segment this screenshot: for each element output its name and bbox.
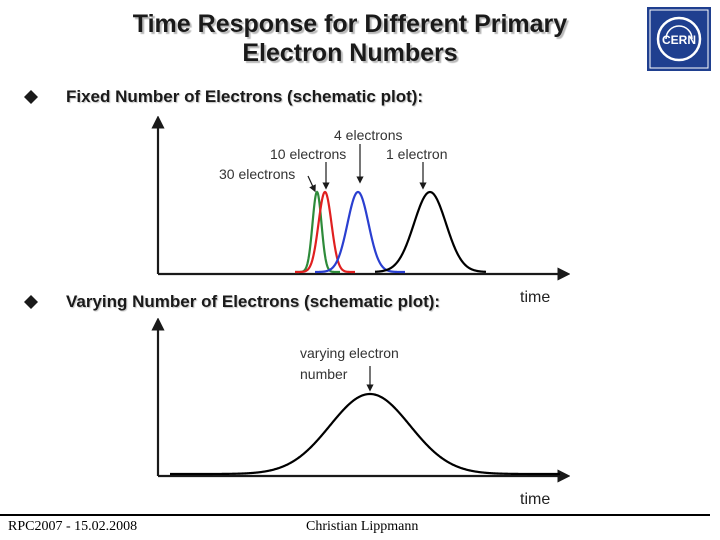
series-curve-varying — [170, 392, 560, 476]
series-curve-1-electron — [374, 190, 487, 273]
arrow-30-electrons — [307, 175, 316, 193]
x-axis-label: time — [520, 289, 550, 306]
series-curve-10-electrons — [295, 190, 355, 274]
cern-logo: CERN — [647, 7, 711, 71]
annotation-10-electrons: 10 electrons — [270, 146, 346, 162]
annotation-varying-line-2: number — [300, 366, 348, 382]
slide-title-line-1: Time Response for Different Primary — [132, 10, 568, 38]
cern-logo-ring — [656, 16, 702, 62]
diamond-bullet-icon — [24, 295, 38, 309]
varying-electrons-plot: varying electron number time — [151, 318, 570, 508]
annotation-varying-line-1: varying electron — [300, 345, 399, 361]
slide-title-line-2: Electron Numbers — [242, 39, 458, 67]
footer-date: RPC2007 - 15.02.2008 — [8, 519, 138, 534]
cern-logo-text: CERN — [662, 33, 696, 47]
cern-logo-arc — [665, 25, 693, 40]
footer-author: Christian Lippmann — [306, 519, 419, 534]
bullet-varying-text: Varying Number of Electrons (schematic p… — [66, 292, 441, 311]
footer-divider — [0, 514, 710, 516]
bullet-fixed-text: Fixed Number of Electrons (schematic plo… — [66, 87, 424, 106]
x-axis-label: time — [520, 491, 550, 508]
annotation-30-electrons: 30 electrons — [219, 166, 295, 182]
cern-logo-frame — [649, 9, 709, 69]
annotation-4-electrons: 4 electrons — [334, 127, 402, 143]
series-curve-4-electrons — [315, 190, 405, 274]
diamond-bullet-icon — [24, 90, 38, 104]
slide-title: Time Response for Different Primary Elec… — [60, 10, 640, 68]
annotation-1-electron: 1 electron — [386, 146, 447, 162]
fixed-electrons-plot: 4 electrons 10 electrons 1 electron 30 e… — [151, 116, 570, 306]
